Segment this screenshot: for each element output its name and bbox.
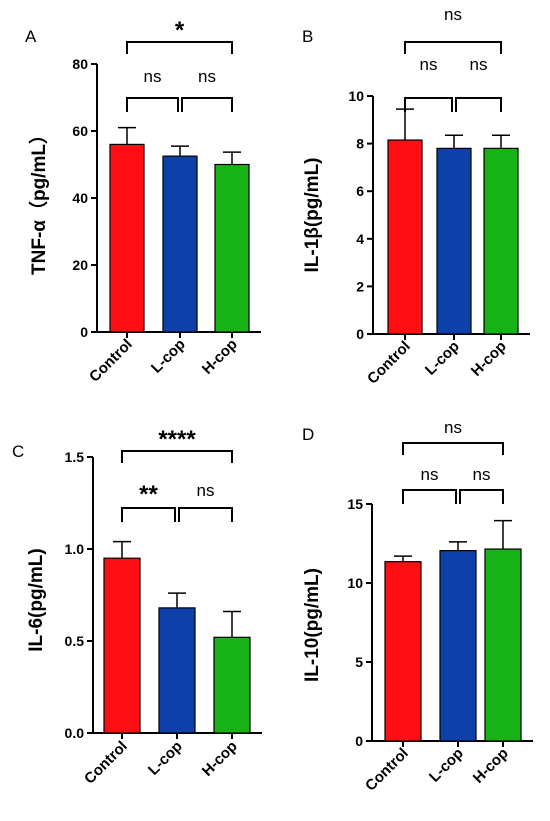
category-label: L-cop	[426, 745, 467, 786]
y-tick-label: 6	[356, 183, 364, 199]
y-tick-label: 4	[356, 231, 364, 247]
bar-h-cop	[484, 548, 522, 742]
bar-l-cop	[439, 550, 477, 742]
y-tick-label: 8	[356, 136, 364, 152]
significance-label: *	[175, 17, 185, 44]
y-tick-label: 15	[347, 496, 363, 512]
bar-control	[384, 561, 422, 742]
significance-bracket	[126, 41, 233, 54]
category-label: Control	[362, 745, 412, 795]
y-tick-label: 2	[356, 278, 364, 294]
significance-label: ns	[144, 67, 162, 86]
y-tick-label: 80	[72, 56, 88, 72]
y-tick-label: 0.5	[65, 633, 85, 649]
significance-bracket	[404, 97, 453, 112]
significance-label: ns	[444, 418, 462, 437]
y-axis-label: IL-10(pg/mL)	[302, 568, 323, 682]
bar-control	[387, 139, 423, 335]
significance-bracket	[404, 41, 502, 54]
category-label: L-cop	[145, 738, 186, 779]
panel-b: B 0 2 4 6 8 10 IL-1β(pg/mL) Control L-cop H-cop ns n…	[302, 5, 530, 388]
y-tick-label: 40	[72, 190, 88, 206]
bar-l-cop	[436, 147, 472, 335]
panel-letter: C	[12, 442, 24, 461]
significance-label: ns	[197, 481, 215, 500]
category-label: H-cop	[199, 336, 241, 378]
category-label: Control	[86, 336, 136, 386]
bar-h-cop	[483, 147, 519, 335]
bar-control	[109, 143, 145, 333]
y-tick-label: 0	[80, 324, 88, 340]
panel-letter: A	[25, 27, 37, 46]
y-tick-label: 0.0	[65, 725, 85, 741]
significance-bracket	[459, 489, 504, 504]
category-label: L-cop	[422, 338, 463, 379]
significance-label: ns	[421, 465, 439, 484]
significance-bracket	[402, 489, 457, 504]
y-tick-label: 20	[72, 257, 88, 273]
y-tick-label: 0	[356, 326, 364, 342]
panel-letter: B	[302, 27, 313, 46]
significance-label: ns	[198, 67, 216, 86]
significance-label: ****	[158, 426, 196, 453]
significance-bracket	[402, 442, 504, 455]
panel-a: A 0 20 40 60 80 TNF-α（pg/mL） Control L-cop H-cop n…	[25, 17, 261, 386]
y-tick-label: 0	[355, 733, 363, 749]
bar-h-cop	[213, 636, 251, 734]
y-tick-label: 1.5	[65, 449, 85, 465]
panel-d: D 0 5 10 15 IL-10(pg/mL) Control L-cop H-cop ns ns…	[302, 418, 533, 795]
y-tick-label: 1.0	[65, 541, 85, 557]
category-label: H-cop	[468, 338, 510, 380]
significance-label: **	[139, 481, 158, 508]
significance-label: ns	[473, 465, 491, 484]
y-axis-label: IL-1β(pg/mL)	[302, 157, 323, 272]
bar-control	[103, 557, 141, 734]
bar-l-cop	[162, 155, 198, 333]
category-label: H-cop	[470, 745, 512, 787]
panel-letter: D	[302, 425, 314, 444]
significance-label: ns	[470, 55, 488, 74]
y-tick-label: 5	[355, 654, 363, 670]
y-axis-label: TNF-α（pg/mL）	[27, 125, 50, 275]
category-label: Control	[81, 738, 131, 788]
significance-bracket	[181, 97, 233, 112]
significance-bracket	[455, 97, 502, 112]
category-label: L-cop	[148, 336, 189, 377]
category-label: Control	[364, 338, 414, 388]
bar-h-cop	[214, 163, 250, 333]
significance-bracket	[126, 97, 179, 112]
significance-bracket	[121, 507, 176, 522]
significance-bracket	[121, 450, 233, 463]
y-axis-label: IL-6(pg/mL)	[26, 548, 47, 651]
significance-bracket	[178, 507, 233, 522]
y-tick-label: 10	[348, 88, 364, 104]
panel-c: C 0.0 0.5 1.0 1.5 IL-6(pg/mL) Control L-cop H-co…	[12, 426, 262, 788]
significance-label: ns	[420, 55, 438, 74]
y-tick-label: 60	[72, 123, 88, 139]
bar-l-cop	[158, 607, 196, 734]
category-label: H-cop	[199, 738, 241, 780]
significance-label: ns	[444, 5, 462, 24]
y-tick-label: 10	[347, 575, 363, 591]
